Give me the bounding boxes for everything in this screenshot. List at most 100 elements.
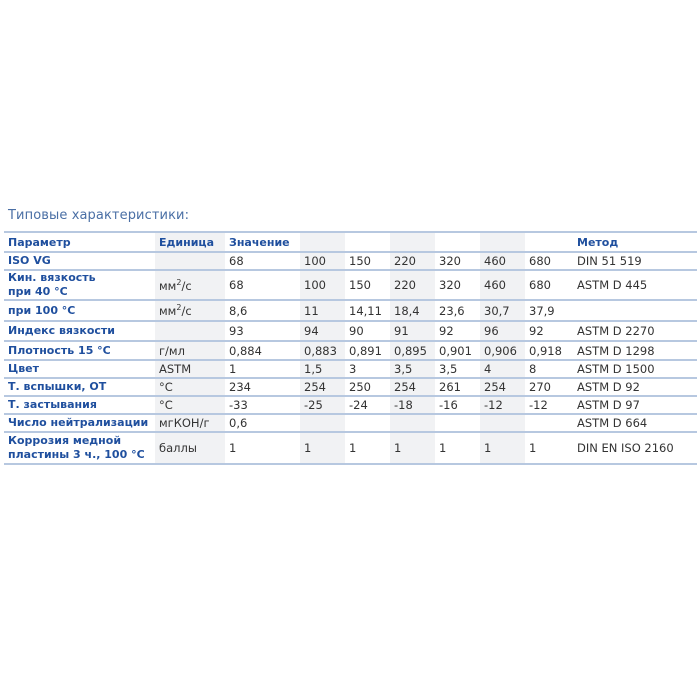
value-cell: 0,906 [480, 340, 525, 361]
value-cell: 0,901 [435, 340, 480, 361]
value-cell: 680 [525, 269, 573, 301]
value-cell: -18 [390, 395, 435, 415]
value-cell: 0,884 [225, 340, 300, 361]
value-cell: 1 [390, 431, 435, 465]
value-cell: 3,5 [390, 359, 435, 379]
value-cell: 91 [390, 320, 435, 342]
value-cell [435, 413, 480, 433]
value-cell: 0,918 [525, 340, 573, 361]
unit-cell: г/мл [155, 340, 225, 361]
table-row: Т. вспышки, ОТ °С 234 254 250 254 261 254 270 AST… [4, 377, 697, 397]
unit-cell [155, 320, 225, 342]
value-cell: 320 [435, 251, 480, 271]
value-cell: -12 [480, 395, 525, 415]
header-unit: Единица [155, 231, 225, 253]
param-cell: Плотность 15 °С [4, 340, 155, 361]
value-cell: 150 [345, 269, 390, 301]
value-cell: 270 [525, 377, 573, 397]
value-cell: 234 [225, 377, 300, 397]
value-cell: 93 [225, 320, 300, 342]
param-cell: при 100 °С [4, 299, 155, 322]
value-cell: 1 [345, 431, 390, 465]
unit-cell: мм2/с [155, 269, 225, 301]
value-cell: 92 [435, 320, 480, 342]
specs-table: Параметр Единица Значение Метод ISO VG 68… [4, 231, 697, 465]
header-method: Метод [573, 231, 697, 253]
value-cell: 220 [390, 269, 435, 301]
value-cell: 254 [300, 377, 345, 397]
value-cell: 150 [345, 251, 390, 271]
value-cell: 92 [525, 320, 573, 342]
unit-cell: мгКОН/г [155, 413, 225, 433]
value-cell: 68 [225, 269, 300, 301]
table-row: Цвет ASTM 1 1,5 3 3,5 3,5 4 8 ASTM D 1500 [4, 359, 697, 379]
value-cell: 320 [435, 269, 480, 301]
param-cell: Кин. вязкость при 40 °С [4, 269, 155, 301]
value-cell [525, 413, 573, 433]
param-cell: ISO VG [4, 251, 155, 271]
value-cell: 1 [435, 431, 480, 465]
value-cell: 254 [480, 377, 525, 397]
value-cell: 100 [300, 251, 345, 271]
method-cell: ASTM D 92 [573, 377, 697, 397]
value-cell: 0,6 [225, 413, 300, 433]
value-cell: 90 [345, 320, 390, 342]
unit-cell: мм2/с [155, 299, 225, 322]
value-cell: -24 [345, 395, 390, 415]
value-cell: 1 [480, 431, 525, 465]
method-cell: ASTM D 2270 [573, 320, 697, 342]
value-cell: 460 [480, 269, 525, 301]
value-cell: 14,11 [345, 299, 390, 322]
table-row: Индекс вязкости 93 94 90 91 92 96 92 ASTM D 2270 [4, 320, 697, 342]
param-cell: Коррозия медной пластины 3 ч., 100 °С [4, 431, 155, 465]
table-row: Т. застывания °С -33 -25 -24 -18 -16 -12 -12 ASTM… [4, 395, 697, 415]
table-row: Коррозия медной пластины 3 ч., 100 °С балл… [4, 431, 697, 465]
method-cell: ASTM D 1298 [573, 340, 697, 361]
method-cell: ASTM D 97 [573, 395, 697, 415]
value-cell: 250 [345, 377, 390, 397]
value-cell: 100 [300, 269, 345, 301]
value-cell: 220 [390, 251, 435, 271]
method-cell: DIN 51 519 [573, 251, 697, 271]
table-row: Число нейтрализации мгКОН/г 0,6 ASTM D 664 [4, 413, 697, 433]
value-cell: 460 [480, 251, 525, 271]
value-cell [480, 413, 525, 433]
unit-cell: баллы [155, 431, 225, 465]
value-cell: 96 [480, 320, 525, 342]
value-cell [345, 413, 390, 433]
table-header-row: Параметр Единица Значение Метод [4, 231, 697, 253]
value-cell: -33 [225, 395, 300, 415]
value-cell: 261 [435, 377, 480, 397]
header-value: Значение [225, 231, 300, 253]
method-cell [573, 299, 697, 322]
value-cell: -25 [300, 395, 345, 415]
value-cell: 0,883 [300, 340, 345, 361]
value-cell: 1 [225, 359, 300, 379]
value-cell: 8,6 [225, 299, 300, 322]
table-row: Плотность 15 °С г/мл 0,884 0,883 0,891 0,895 0… [4, 340, 697, 361]
value-cell: 3 [345, 359, 390, 379]
value-cell: 680 [525, 251, 573, 271]
value-cell: 11 [300, 299, 345, 322]
value-cell: 30,7 [480, 299, 525, 322]
value-cell: 1 [225, 431, 300, 465]
value-cell: 18,4 [390, 299, 435, 322]
table-row: Кин. вязкость при 40 °С мм2/с 68 100 150 220 32… [4, 269, 697, 301]
value-cell: -12 [525, 395, 573, 415]
method-cell: DIN EN ISO 2160 [573, 431, 697, 465]
param-cell: Т. застывания [4, 395, 155, 415]
method-cell: ASTM D 1500 [573, 359, 697, 379]
value-cell: 1,5 [300, 359, 345, 379]
method-cell: ASTM D 445 [573, 269, 697, 301]
value-cell: 23,6 [435, 299, 480, 322]
value-cell: 3,5 [435, 359, 480, 379]
value-cell: -16 [435, 395, 480, 415]
param-cell: Число нейтрализации [4, 413, 155, 433]
value-cell: 94 [300, 320, 345, 342]
param-cell: Индекс вязкости [4, 320, 155, 342]
value-cell: 0,895 [390, 340, 435, 361]
value-cell: 1 [300, 431, 345, 465]
value-cell [300, 413, 345, 433]
value-cell: 1 [525, 431, 573, 465]
method-cell: ASTM D 664 [573, 413, 697, 433]
